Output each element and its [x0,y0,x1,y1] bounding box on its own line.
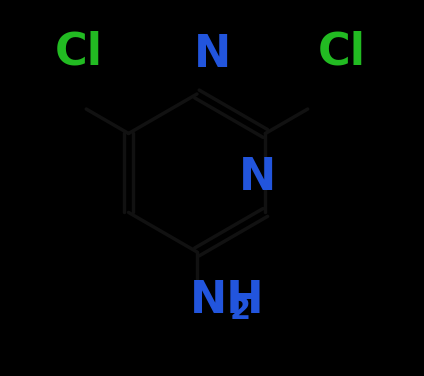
Text: Cl: Cl [317,30,365,73]
Text: 2: 2 [230,296,251,325]
Text: N: N [193,33,231,76]
Text: N: N [239,156,276,199]
Text: Cl: Cl [55,30,103,73]
Text: NH: NH [190,279,264,322]
